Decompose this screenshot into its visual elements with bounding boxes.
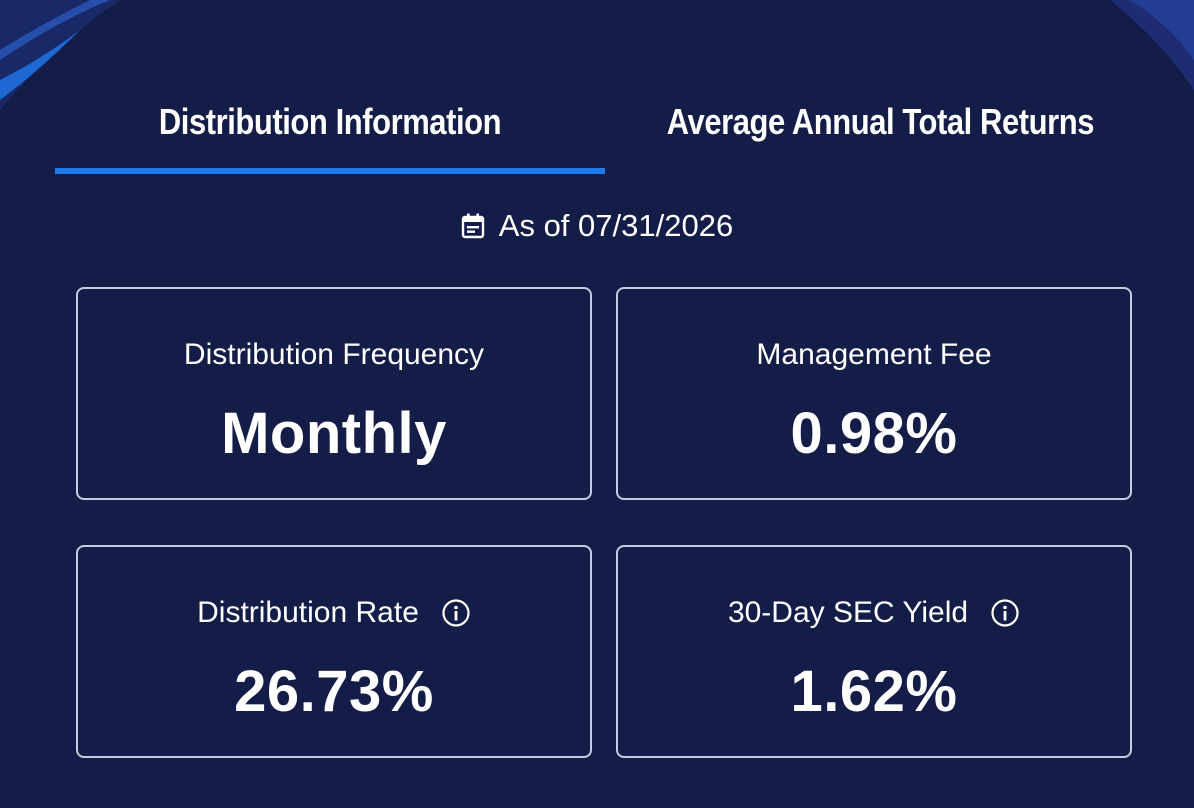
card-value: 0.98%	[790, 401, 958, 466]
tab-label: Average Annual Total Returns	[666, 101, 1094, 142]
card-value: Monthly	[221, 401, 447, 466]
tab-average-annual-total-returns[interactable]: Average Annual Total Returns	[605, 88, 1155, 174]
tab-label: Distribution Information	[158, 101, 502, 142]
card-label-text: Distribution Frequency	[183, 338, 485, 371]
card-value: 26.73%	[234, 659, 434, 724]
tab-bar: Distribution Information Average Annual …	[55, 88, 1155, 176]
info-icon[interactable]	[990, 598, 1020, 628]
as-of-text: As of 07/31/2026	[498, 208, 734, 243]
card-label-text: Distribution Rate	[197, 596, 419, 629]
card-distribution-rate: Distribution Rate 26.73%	[76, 545, 592, 758]
card-value: 1.62%	[790, 659, 958, 724]
card-label: Management Fee	[618, 338, 1130, 372]
card-label-text: 30-Day SEC Yield	[727, 596, 969, 629]
active-tab-indicator	[55, 168, 605, 174]
card-label-text: Management Fee	[756, 338, 992, 371]
as-of-date: As of 07/31/2026	[0, 208, 1194, 244]
card-label: Distribution Rate	[78, 596, 590, 630]
card-distribution-frequency: Distribution Frequency Monthly	[76, 287, 592, 500]
card-label: Distribution Frequency	[78, 338, 590, 372]
card-management-fee: Management Fee 0.98%	[616, 287, 1132, 500]
info-icon[interactable]	[441, 598, 471, 628]
tab-distribution-information[interactable]: Distribution Information	[55, 88, 605, 174]
card-label: 30-Day SEC Yield	[618, 596, 1130, 630]
card-30-day-sec-yield: 30-Day SEC Yield 1.62%	[616, 545, 1132, 758]
calendar-icon	[461, 213, 484, 239]
